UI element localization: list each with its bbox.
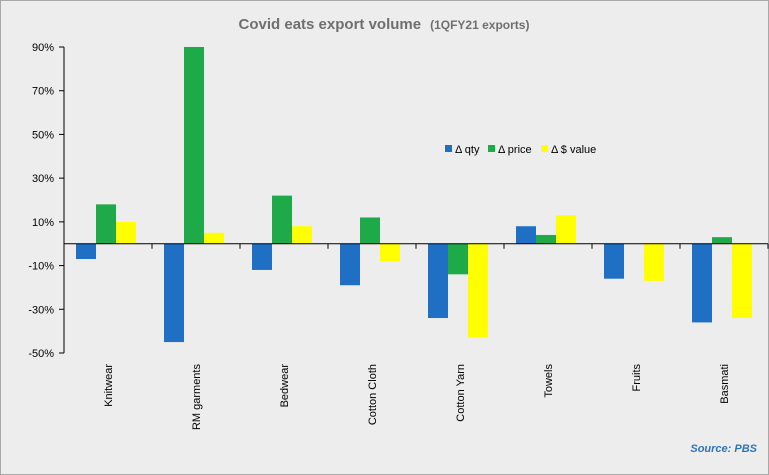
legend: Δ qty Δ price Δ $ value (445, 144, 596, 156)
y-tick-label: -30% (28, 304, 54, 316)
y-tick-label: 30% (32, 173, 54, 185)
bar-qty (692, 243, 712, 323)
category-label: RM garments (191, 364, 203, 431)
bar-qty (428, 243, 448, 319)
bar-value (732, 243, 752, 319)
bar-value (292, 226, 312, 244)
category-label: Towels (543, 364, 555, 398)
bar-price (712, 237, 732, 244)
category-labels: Knitwear RM garments Bedwear Cotton Cloth Co… (103, 364, 731, 431)
y-axis: -50% -30% -10% 10% 30% 50% 70% 90% (28, 42, 65, 360)
bar-value (116, 221, 136, 244)
legend-label: Δ $ value (551, 144, 596, 156)
bar-price (360, 217, 380, 244)
y-tick-label: 70% (32, 86, 54, 98)
chart-title-sub: (1QFY21 exports) (430, 18, 529, 32)
bars (76, 47, 752, 343)
legend-swatch (488, 145, 495, 152)
bar-value (380, 243, 400, 262)
legend-label: Δ price (498, 144, 532, 156)
category-label: Cotton Yarn (455, 364, 467, 422)
bar-price (536, 234, 556, 244)
category-label: Knitwear (103, 364, 115, 407)
bar-qty (340, 243, 360, 286)
legend-swatch (541, 145, 548, 152)
bar-price (184, 47, 204, 244)
y-tick-label: 90% (32, 42, 54, 54)
bar-price (272, 195, 292, 244)
bar-qty (516, 226, 536, 244)
bar-qty (604, 243, 624, 279)
y-tick-label: 50% (32, 129, 54, 141)
y-tick-label: -50% (28, 348, 54, 360)
category-label: Bedwear (279, 364, 291, 408)
chart-title-main: Covid eats export volume (239, 16, 422, 33)
category-label: Basmati (719, 364, 731, 404)
source-note: Source: PBS (690, 443, 757, 455)
bar-value (556, 215, 576, 244)
category-label: Fruits (631, 364, 643, 392)
category-label: Cotton Cloth (367, 364, 379, 425)
bar-qty (76, 243, 96, 260)
bar-value (468, 243, 488, 338)
chart-title: Covid eats export volume (1QFY21 exports… (239, 16, 530, 33)
bar-price (448, 243, 468, 275)
y-tick-label: 10% (32, 217, 54, 229)
x-axis (63, 243, 769, 249)
bar-qty (164, 243, 184, 343)
legend-swatch (445, 145, 452, 152)
legend-label: Δ qty (455, 144, 480, 156)
bar-price (96, 204, 116, 244)
bar-value (644, 243, 664, 281)
bar-value (204, 232, 224, 244)
y-tick-label: -10% (28, 261, 54, 273)
bar-qty (252, 243, 272, 270)
